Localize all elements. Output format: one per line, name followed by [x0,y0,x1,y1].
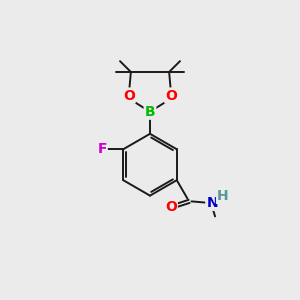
Text: F: F [97,142,107,156]
Text: B: B [145,105,155,119]
Text: N: N [206,196,218,210]
Text: O: O [165,200,177,214]
Text: O: O [165,88,177,103]
Text: H: H [217,189,228,203]
Text: O: O [123,88,135,103]
